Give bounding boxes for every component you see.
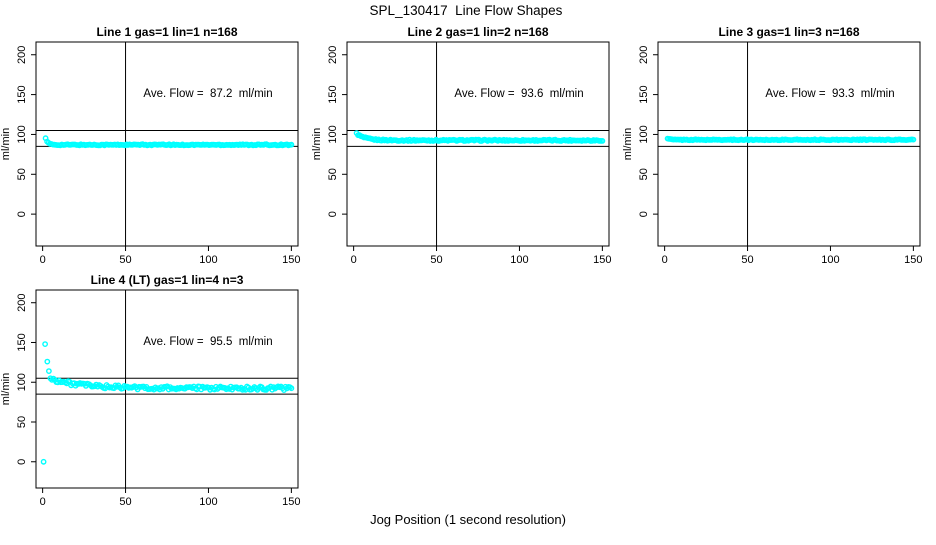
- svg-text:200: 200: [16, 46, 28, 64]
- ave-flow-annotation: Ave. Flow = 87.2 ml/min: [143, 88, 272, 100]
- ave-flow-annotation: Ave. Flow = 93.6 ml/min: [454, 88, 583, 100]
- svg-text:0: 0: [662, 254, 668, 266]
- y-axis-label: ml/min: [622, 128, 634, 160]
- svg-text:100: 100: [16, 373, 28, 391]
- subplot-line-4: Line 4 (LT) gas=1 lin=4 n=3 Ave. Flow = …: [0, 273, 301, 508]
- svg-text:150: 150: [638, 85, 650, 103]
- y-axis-label: ml/min: [0, 128, 12, 160]
- svg-text:50: 50: [430, 254, 442, 266]
- data-points: [353, 130, 606, 144]
- svg-text:50: 50: [119, 496, 131, 508]
- svg-text:200: 200: [16, 294, 28, 312]
- reference-lines: [347, 42, 609, 246]
- svg-text:0: 0: [40, 496, 46, 508]
- svg-text:50: 50: [16, 168, 28, 180]
- svg-text:50: 50: [638, 168, 650, 180]
- svg-text:0: 0: [40, 254, 46, 266]
- figure-title: SPL_130417 Line Flow Shapes: [370, 3, 563, 18]
- axes: 0 50 100 150 0 50 100 150 200: [327, 41, 612, 266]
- svg-text:0: 0: [327, 211, 339, 217]
- axes: 0 50 100 150 0 50 100 150 200: [638, 41, 923, 266]
- svg-text:100: 100: [638, 125, 650, 143]
- svg-text:150: 150: [904, 254, 922, 266]
- data-points: [40, 341, 295, 465]
- svg-text:150: 150: [593, 254, 611, 266]
- svg-text:0: 0: [16, 211, 28, 217]
- svg-text:50: 50: [741, 254, 753, 266]
- svg-text:50: 50: [119, 254, 131, 266]
- axes: 0 50 100 150 0 50 100 150 200: [16, 289, 301, 508]
- subplot-title: Line 2 gas=1 lin=2 n=168: [407, 25, 548, 39]
- data-points: [664, 135, 917, 144]
- subplot-title: Line 3 gas=1 lin=3 n=168: [718, 25, 859, 39]
- subplot-line-2: Line 2 gas=1 lin=2 n=168 Ave. Flow = 93.…: [311, 25, 612, 266]
- svg-text:150: 150: [282, 496, 300, 508]
- data-points: [42, 135, 295, 149]
- svg-text:100: 100: [16, 125, 28, 143]
- x-axis-figure-label: Jog Position (1 second resolution): [370, 512, 566, 527]
- subplot-line-1: Line 1 gas=1 lin=1 n=168 Ave. Flow = 87.…: [0, 25, 301, 266]
- subplot-title: Line 1 gas=1 lin=1 n=168: [96, 25, 237, 39]
- y-axis-label: ml/min: [0, 373, 12, 405]
- svg-text:100: 100: [821, 254, 839, 266]
- svg-text:100: 100: [510, 254, 528, 266]
- svg-text:50: 50: [327, 168, 339, 180]
- svg-text:150: 150: [327, 85, 339, 103]
- svg-text:150: 150: [16, 85, 28, 103]
- reference-lines: [658, 42, 920, 246]
- subplot-title: Line 4 (LT) gas=1 lin=4 n=3: [91, 273, 244, 287]
- y-axis-label: ml/min: [311, 128, 323, 160]
- ave-flow-annotation: Ave. Flow = 95.5 ml/min: [143, 336, 272, 348]
- ave-flow-annotation: Ave. Flow = 93.3 ml/min: [765, 88, 894, 100]
- svg-text:0: 0: [638, 211, 650, 217]
- svg-text:200: 200: [327, 46, 339, 64]
- svg-text:100: 100: [199, 254, 217, 266]
- svg-text:100: 100: [199, 496, 217, 508]
- subplot-line-3: Line 3 gas=1 lin=3 n=168 Ave. Flow = 93.…: [622, 25, 923, 266]
- svg-text:50: 50: [16, 416, 28, 428]
- svg-text:100: 100: [327, 125, 339, 143]
- svg-text:150: 150: [282, 254, 300, 266]
- svg-text:0: 0: [351, 254, 357, 266]
- svg-text:200: 200: [638, 46, 650, 64]
- svg-text:0: 0: [16, 459, 28, 465]
- axes: 0 50 100 150 0 50 100 150 200: [16, 41, 301, 266]
- svg-text:150: 150: [16, 333, 28, 351]
